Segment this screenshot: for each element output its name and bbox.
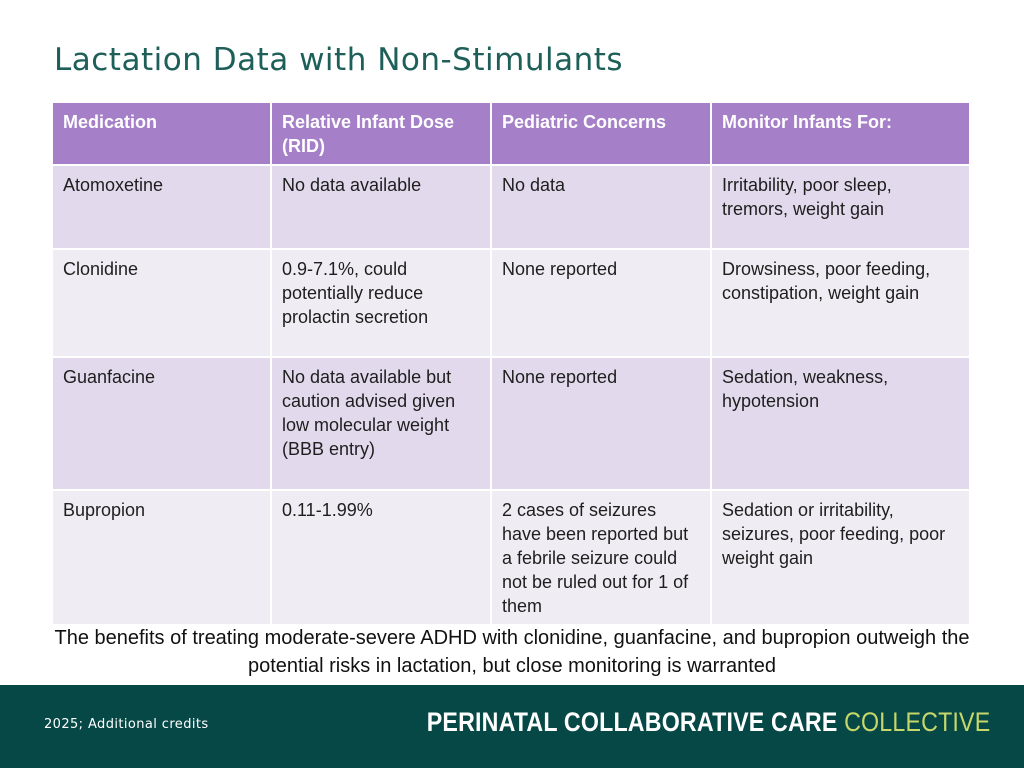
- table-cell: 2 cases of seizures have been reported b…: [490, 489, 712, 626]
- table-cell: 0.11-1.99%: [270, 489, 492, 626]
- table-cell: None reported: [490, 356, 712, 491]
- slide-title: Lactation Data with Non-Stimulants: [54, 42, 624, 78]
- table-cell: None reported: [490, 248, 712, 358]
- table-cell: No data available: [270, 164, 492, 250]
- lactation-data-table: Medication Relative Infant Dose (RID) Pe…: [51, 101, 971, 626]
- table-cell: Sedation or irritability, seizures, poor…: [710, 489, 971, 626]
- logo-accent-text: COLLECTIVE: [843, 707, 990, 737]
- summary-note: The benefits of treating moderate-severe…: [54, 627, 970, 677]
- organization-logo: PERINATAL COLLABORATIVE CARE COLLECTIVE: [426, 707, 990, 738]
- logo-primary-text: PERINATAL COLLABORATIVE CARE: [426, 707, 838, 737]
- table-row: Bupropion 0.11-1.99% 2 cases of seizures…: [51, 489, 971, 626]
- table-cell: No data: [490, 164, 712, 250]
- table-cell: Clonidine: [51, 248, 272, 358]
- table-cell: Atomoxetine: [51, 164, 272, 250]
- table-cell: 0.9-7.1%, could potentially reduce prola…: [270, 248, 492, 358]
- column-header: Relative Infant Dose (RID): [270, 101, 492, 166]
- table-cell: Irritability, poor sleep, tremors, weigh…: [710, 164, 971, 250]
- table-row: Clonidine 0.9-7.1%, could potentially re…: [51, 248, 971, 358]
- table-row: Guanfacine No data available but caution…: [51, 356, 971, 491]
- table-cell: Guanfacine: [51, 356, 272, 491]
- table-cell: Bupropion: [51, 489, 272, 626]
- table-cell: Drowsiness, poor feeding, constipation, …: [710, 248, 971, 358]
- column-header: Medication: [51, 101, 272, 166]
- footer-bar: 2025; Additional credits PERINATAL COLLA…: [0, 685, 1024, 768]
- column-header: Pediatric Concerns: [490, 101, 712, 166]
- table-cell: Sedation, weakness, hypotension: [710, 356, 971, 491]
- column-header: Monitor Infants For:: [710, 101, 971, 166]
- table-header-row: Medication Relative Infant Dose (RID) Pe…: [51, 101, 971, 166]
- table-row: Atomoxetine No data available No data Ir…: [51, 164, 971, 250]
- credits-text: 2025; Additional credits: [44, 717, 209, 732]
- table-cell: No data available but caution advised gi…: [270, 356, 492, 491]
